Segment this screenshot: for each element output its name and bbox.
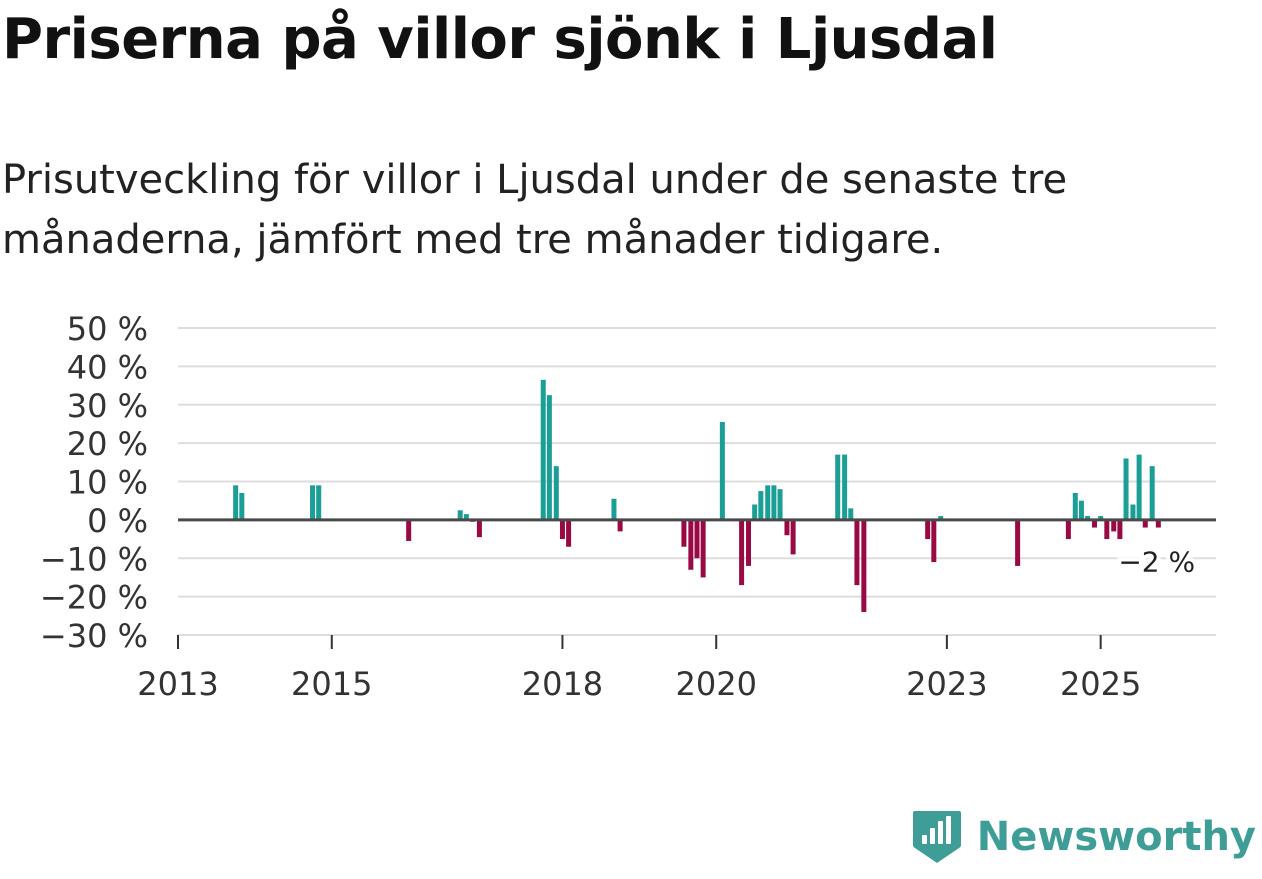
bar: [688, 519, 694, 570]
bar: [719, 422, 725, 520]
y-tick-label: −30 %: [40, 617, 148, 655]
x-tick-label: 2015: [291, 665, 372, 703]
y-tick-label: 40 %: [67, 348, 148, 386]
bar: [765, 485, 771, 520]
bar: [559, 519, 565, 540]
newsworthy-logo-icon: [912, 811, 961, 863]
y-tick-label: −10 %: [40, 540, 148, 578]
x-tick-label: 2023: [906, 665, 987, 703]
bar: [694, 519, 700, 559]
bar: [925, 519, 931, 540]
bar: [1123, 458, 1129, 520]
bar: [1092, 519, 1098, 528]
bar: [566, 519, 572, 547]
y-axis-labels: −30 %−20 %−10 %0 %10 %20 %30 %40 %50 %: [40, 310, 148, 655]
y-tick-label: 50 %: [67, 310, 148, 348]
bar-chart: −30 %−20 %−10 %0 %10 %20 %30 %40 %50 % 2…: [40, 310, 1216, 703]
x-tick-label: 2013: [137, 665, 218, 703]
bar: [784, 519, 790, 536]
bar: [1104, 519, 1110, 540]
x-tick-label: 2020: [676, 665, 757, 703]
bar: [1136, 454, 1142, 520]
bar: [1142, 519, 1148, 528]
bar: [553, 466, 559, 520]
bar: [1117, 519, 1123, 540]
bar: [310, 485, 316, 520]
bar: [681, 519, 687, 547]
bar: [752, 504, 758, 520]
bar: [611, 498, 617, 520]
y-tick-label: 20 %: [67, 425, 148, 463]
annotations: −2 %: [1114, 542, 1199, 583]
bar: [790, 519, 796, 555]
bar: [406, 519, 412, 541]
bar: [1155, 519, 1161, 528]
bar-series: [233, 379, 1161, 612]
brand-name: Newsworthy: [976, 814, 1256, 860]
bar: [457, 510, 463, 520]
bar: [1015, 519, 1021, 566]
y-tick-label: 0 %: [87, 502, 148, 540]
bar: [777, 489, 783, 520]
bar: [1072, 493, 1078, 520]
bar: [316, 485, 322, 520]
x-tick-label: 2025: [1060, 665, 1141, 703]
bar: [546, 395, 552, 520]
bar: [540, 379, 546, 520]
gridlines: [178, 327, 1216, 636]
bar: [746, 519, 752, 566]
bar: [758, 491, 764, 520]
bar: [771, 485, 777, 520]
chart-title: Priserna på villor sjönk i Ljusdal: [2, 7, 998, 72]
y-tick-label: 10 %: [67, 464, 148, 502]
bar: [463, 514, 469, 520]
bar: [617, 519, 623, 532]
bar: [739, 519, 745, 586]
bar: [861, 519, 867, 612]
bar: [1065, 519, 1071, 540]
bar: [1149, 466, 1155, 520]
bar: [931, 519, 937, 563]
bar: [239, 493, 245, 520]
y-tick-label: 30 %: [67, 387, 148, 425]
bar: [233, 485, 239, 520]
bar: [938, 516, 944, 520]
bar: [1078, 500, 1084, 520]
bar: [1085, 516, 1091, 520]
bar: [476, 519, 482, 538]
bar: [1111, 519, 1117, 532]
chart-subtitle: Prisutveckling för villor i Ljusdal unde…: [2, 157, 1068, 263]
last-value-label: −2 %: [1118, 546, 1195, 579]
x-tick-label: 2018: [522, 665, 603, 703]
bar: [854, 519, 860, 586]
bar: [1098, 516, 1104, 520]
bar: [700, 519, 706, 578]
bar: [835, 454, 841, 520]
x-axis: 2013 2015 2018 2020 2023 2025: [137, 634, 1216, 703]
bar: [848, 508, 854, 520]
bar: [842, 454, 848, 520]
bar: [1130, 504, 1136, 520]
newsworthy-logo: Newsworthy: [912, 809, 1256, 865]
y-tick-label: −20 %: [40, 579, 148, 617]
